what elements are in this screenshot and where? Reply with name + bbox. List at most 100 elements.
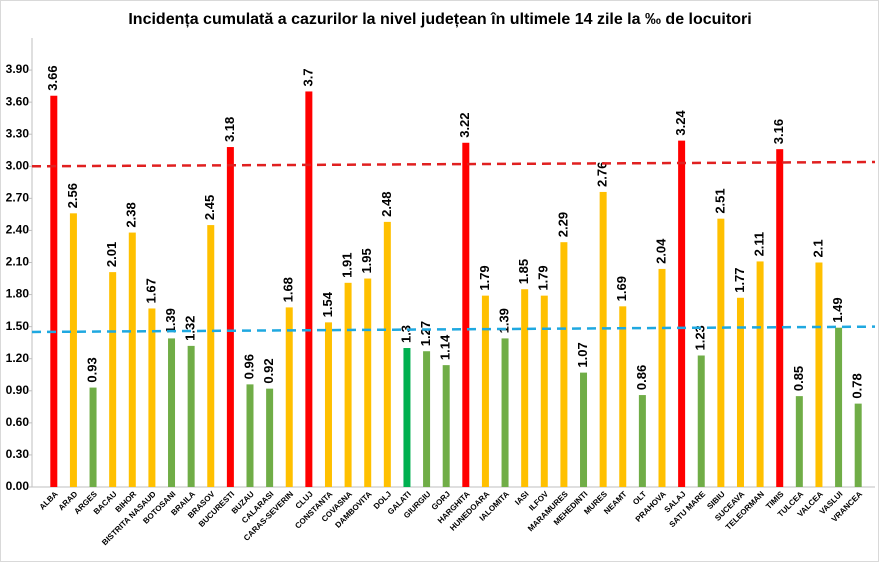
bar xyxy=(638,395,646,487)
y-tick-label: 2.10 xyxy=(6,255,30,269)
bar xyxy=(403,348,411,487)
bar xyxy=(717,218,725,487)
bar xyxy=(835,327,843,487)
y-tick-label: 0.30 xyxy=(6,447,30,461)
bar xyxy=(423,351,431,487)
bar xyxy=(69,213,77,488)
bar xyxy=(481,295,489,487)
bar xyxy=(678,140,686,487)
value-label: 1.85 xyxy=(516,259,531,284)
bar xyxy=(501,338,509,487)
value-label: 1.23 xyxy=(693,325,708,350)
trend-line xyxy=(31,160,876,168)
value-label: 3.66 xyxy=(45,65,60,90)
bar xyxy=(599,191,607,487)
value-label: 1.32 xyxy=(183,316,198,341)
bar xyxy=(305,91,313,487)
value-label: 0.86 xyxy=(634,365,649,390)
y-tick-label: 2.40 xyxy=(6,223,30,237)
value-label: 3.22 xyxy=(457,112,472,137)
bar xyxy=(854,403,862,487)
bar xyxy=(207,225,215,488)
value-label: 1.39 xyxy=(163,308,178,333)
y-tick-label: 3.90 xyxy=(6,62,30,76)
value-label: 3.16 xyxy=(771,119,786,144)
value-label: 1.68 xyxy=(281,277,296,302)
y-tick-label: 1.50 xyxy=(6,319,30,333)
value-label: 0.85 xyxy=(791,366,806,391)
bar xyxy=(89,387,97,487)
value-label: 2.04 xyxy=(653,238,668,264)
value-label: 0.92 xyxy=(261,358,276,383)
bar xyxy=(776,149,784,487)
value-label: 2.51 xyxy=(712,188,727,213)
bar xyxy=(128,232,136,487)
bar xyxy=(266,388,274,487)
value-label: 1.54 xyxy=(320,291,335,317)
bar xyxy=(736,297,744,487)
value-label: 1.14 xyxy=(438,334,453,360)
bar xyxy=(462,142,470,487)
value-label: 1.27 xyxy=(418,321,433,346)
bar xyxy=(521,289,529,487)
y-tick-label: 3.00 xyxy=(6,158,30,172)
value-label: 1.67 xyxy=(143,278,158,303)
y-tick-label: 3.30 xyxy=(6,126,30,140)
bar xyxy=(697,355,705,487)
bar xyxy=(540,295,548,487)
value-label: 2.38 xyxy=(124,202,139,227)
bar xyxy=(246,384,254,487)
value-label: 2.45 xyxy=(202,195,217,220)
value-label: 1.79 xyxy=(536,265,551,290)
value-label: 0.93 xyxy=(84,357,99,382)
value-label: 2.48 xyxy=(379,192,394,217)
bar xyxy=(344,282,352,487)
value-label: 0.78 xyxy=(850,373,865,398)
bar xyxy=(658,268,666,487)
bar xyxy=(756,261,764,487)
bar xyxy=(285,307,293,487)
y-tick-label: 1.80 xyxy=(6,287,30,301)
bar xyxy=(50,95,58,487)
value-label: 2.29 xyxy=(555,212,570,237)
y-tick-label: 0.00 xyxy=(6,479,30,493)
value-label: 1.07 xyxy=(575,342,590,367)
bar xyxy=(560,242,568,487)
trend-line xyxy=(31,325,876,334)
value-label: 2.11 xyxy=(752,232,767,257)
bar xyxy=(383,221,391,487)
value-label: 1.39 xyxy=(496,308,511,333)
bar xyxy=(619,306,627,487)
bar xyxy=(815,262,823,487)
value-label: 2.01 xyxy=(104,242,119,267)
value-label: 1.79 xyxy=(477,265,492,290)
bar xyxy=(324,322,332,487)
value-label: 1.91 xyxy=(340,252,355,277)
value-label: 1.77 xyxy=(732,267,747,292)
y-tick-label: 1.20 xyxy=(6,351,30,365)
value-label: 3.7 xyxy=(300,68,315,86)
y-tick-label: 0.60 xyxy=(6,415,30,429)
value-label: 0.96 xyxy=(241,354,256,379)
bar xyxy=(148,308,156,487)
bar xyxy=(580,372,588,487)
value-label: 1.3 xyxy=(398,325,413,343)
bar xyxy=(168,338,176,487)
bar xyxy=(795,396,803,487)
bar xyxy=(442,365,450,487)
bar xyxy=(364,278,372,487)
value-label: 1.69 xyxy=(614,276,629,301)
value-label: 3.18 xyxy=(222,117,237,142)
bar xyxy=(109,272,117,487)
value-label: 3.24 xyxy=(673,110,688,136)
value-label: 2.76 xyxy=(595,162,610,187)
value-label: 2.56 xyxy=(65,183,80,208)
value-label: 1.95 xyxy=(359,248,374,273)
chart-title: Incidența cumulată a cazurilor la nivel … xyxy=(128,11,751,28)
y-tick-label: 3.60 xyxy=(6,94,30,108)
value-label: 2.1 xyxy=(810,239,825,257)
bar xyxy=(226,147,234,488)
y-tick-label: 0.90 xyxy=(6,383,30,397)
